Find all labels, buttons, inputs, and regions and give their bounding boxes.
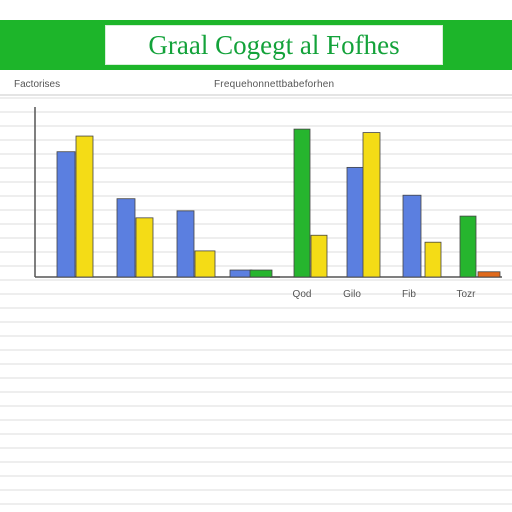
right-axis-label: Frequehonnettbabeforhen — [214, 79, 335, 90]
title-banner: Graal Cogegt al Fofhes — [0, 20, 512, 70]
x-tick-label: Fib — [402, 289, 416, 300]
title-box: Graal Cogegt al Fofhes — [106, 26, 442, 64]
bar-7 — [229, 269, 253, 278]
bar-9 — [293, 128, 311, 278]
bar-3 — [116, 198, 136, 278]
bar-10 — [310, 234, 328, 278]
bar-12 — [362, 132, 381, 278]
x-tick-label: Tozr — [457, 289, 477, 300]
left-axis-label: Factorises — [14, 79, 61, 90]
bar-1 — [56, 151, 76, 278]
bar-15 — [459, 215, 477, 278]
bar-16 — [477, 271, 501, 278]
bar-2 — [75, 135, 94, 278]
bar-8 — [249, 269, 273, 278]
bar-13 — [402, 194, 422, 278]
bar-5 — [176, 210, 195, 278]
bar-14 — [424, 241, 442, 278]
bar-4 — [135, 217, 154, 278]
chart-title: Graal Cogegt al Fofhes — [148, 30, 400, 60]
bar-6 — [194, 250, 216, 278]
x-tick-label: Qod — [293, 289, 312, 300]
x-tick-label: Gilo — [343, 289, 361, 300]
bar-11 — [346, 166, 365, 278]
